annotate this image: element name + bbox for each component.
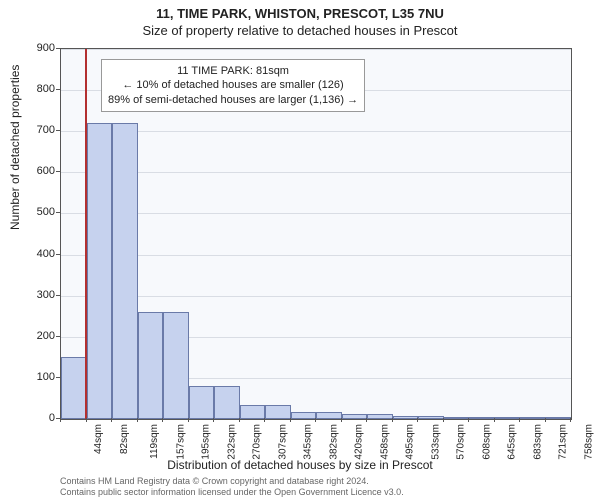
footer-line-2: Contains public sector information licen… bbox=[60, 487, 404, 498]
y-tick-mark bbox=[56, 254, 60, 255]
histogram-bar bbox=[393, 416, 419, 419]
y-tick-label: 400 bbox=[15, 248, 55, 260]
gridline bbox=[61, 296, 571, 297]
y-tick-mark bbox=[56, 212, 60, 213]
gridline bbox=[61, 255, 571, 256]
histogram-bar bbox=[138, 312, 164, 419]
histogram-bar bbox=[316, 412, 342, 419]
chart-footer: Contains HM Land Registry data © Crown c… bbox=[60, 476, 404, 498]
gridline bbox=[61, 213, 571, 214]
x-tick-mark bbox=[86, 418, 87, 422]
x-tick-label: 570sqm bbox=[456, 424, 467, 460]
y-tick-label: 900 bbox=[15, 42, 55, 54]
x-tick-mark bbox=[494, 418, 495, 422]
x-tick-mark bbox=[570, 418, 571, 422]
x-tick-label: 758sqm bbox=[583, 424, 594, 460]
histogram-bar bbox=[163, 312, 189, 419]
y-tick-label: 500 bbox=[15, 206, 55, 218]
gridline bbox=[61, 49, 571, 50]
x-tick-label: 721sqm bbox=[558, 424, 569, 460]
y-tick-label: 700 bbox=[15, 124, 55, 136]
x-tick-mark bbox=[341, 418, 342, 422]
x-tick-label: 44sqm bbox=[93, 424, 104, 454]
x-tick-mark bbox=[315, 418, 316, 422]
y-tick-mark bbox=[56, 336, 60, 337]
histogram-bar bbox=[214, 386, 240, 419]
x-tick-mark bbox=[443, 418, 444, 422]
histogram-bar bbox=[265, 405, 291, 419]
x-tick-mark bbox=[519, 418, 520, 422]
x-tick-label: 119sqm bbox=[149, 424, 160, 459]
y-tick-mark bbox=[56, 48, 60, 49]
x-tick-label: 345sqm bbox=[303, 424, 314, 460]
annotation-line: 11 TIME PARK: 81sqm bbox=[108, 64, 358, 78]
x-tick-label: 382sqm bbox=[328, 424, 339, 460]
histogram-bar bbox=[189, 386, 215, 419]
x-tick-mark bbox=[290, 418, 291, 422]
x-tick-label: 157sqm bbox=[175, 424, 186, 460]
x-tick-label: 195sqm bbox=[201, 424, 212, 460]
histogram-bar bbox=[291, 412, 317, 419]
gridline bbox=[61, 131, 571, 132]
histogram-bar bbox=[444, 417, 470, 419]
y-tick-mark bbox=[56, 89, 60, 90]
x-tick-mark bbox=[366, 418, 367, 422]
y-tick-label: 300 bbox=[15, 289, 55, 301]
annotation-line: ← 10% of detached houses are smaller (12… bbox=[108, 78, 358, 92]
x-tick-label: 232sqm bbox=[226, 424, 237, 460]
marker-line bbox=[85, 49, 87, 419]
footer-line-1: Contains HM Land Registry data © Crown c… bbox=[60, 476, 404, 487]
x-tick-mark bbox=[468, 418, 469, 422]
x-tick-mark bbox=[137, 418, 138, 422]
x-tick-label: 458sqm bbox=[379, 424, 390, 460]
histogram-bar bbox=[495, 417, 521, 419]
histogram-bar bbox=[112, 123, 138, 419]
x-tick-mark bbox=[417, 418, 418, 422]
y-tick-mark bbox=[56, 130, 60, 131]
histogram-bar bbox=[342, 414, 368, 419]
histogram-bar bbox=[87, 123, 113, 419]
y-tick-label: 200 bbox=[15, 330, 55, 342]
plot-area: 11 TIME PARK: 81sqm← 10% of detached hou… bbox=[60, 48, 572, 420]
annotation-box: 11 TIME PARK: 81sqm← 10% of detached hou… bbox=[101, 59, 365, 112]
chart-title-sub: Size of property relative to detached ho… bbox=[0, 21, 600, 38]
histogram-bar bbox=[61, 357, 87, 419]
x-tick-label: 82sqm bbox=[119, 424, 130, 454]
histogram-bar bbox=[469, 417, 495, 419]
x-tick-label: 270sqm bbox=[252, 424, 263, 460]
x-tick-mark bbox=[392, 418, 393, 422]
y-tick-mark bbox=[56, 171, 60, 172]
histogram-bar bbox=[546, 417, 572, 419]
x-tick-mark bbox=[545, 418, 546, 422]
chart-title-main: 11, TIME PARK, WHISTON, PRESCOT, L35 7NU bbox=[0, 0, 600, 21]
x-tick-mark bbox=[111, 418, 112, 422]
x-tick-label: 683sqm bbox=[532, 424, 543, 460]
histogram-bar bbox=[418, 416, 444, 419]
x-tick-label: 495sqm bbox=[405, 424, 416, 460]
x-tick-label: 307sqm bbox=[277, 424, 288, 460]
chart-container: 11, TIME PARK, WHISTON, PRESCOT, L35 7NU… bbox=[0, 0, 600, 500]
histogram-bar bbox=[520, 417, 546, 419]
x-tick-label: 608sqm bbox=[481, 424, 492, 460]
x-axis-label: Distribution of detached houses by size … bbox=[0, 458, 600, 472]
histogram-bar bbox=[240, 405, 266, 419]
x-tick-label: 645sqm bbox=[507, 424, 518, 460]
y-tick-label: 600 bbox=[15, 165, 55, 177]
y-tick-label: 0 bbox=[15, 412, 55, 424]
x-tick-mark bbox=[162, 418, 163, 422]
gridline bbox=[61, 172, 571, 173]
annotation-line: 89% of semi-detached houses are larger (… bbox=[108, 93, 358, 107]
y-tick-label: 100 bbox=[15, 371, 55, 383]
x-tick-mark bbox=[264, 418, 265, 422]
y-tick-mark bbox=[56, 295, 60, 296]
histogram-bar bbox=[367, 414, 393, 419]
x-tick-mark bbox=[239, 418, 240, 422]
x-tick-label: 533sqm bbox=[430, 424, 441, 460]
y-tick-mark bbox=[56, 377, 60, 378]
y-tick-label: 800 bbox=[15, 83, 55, 95]
x-tick-mark bbox=[188, 418, 189, 422]
x-tick-mark bbox=[213, 418, 214, 422]
x-tick-mark bbox=[60, 418, 61, 422]
x-tick-label: 420sqm bbox=[354, 424, 365, 460]
